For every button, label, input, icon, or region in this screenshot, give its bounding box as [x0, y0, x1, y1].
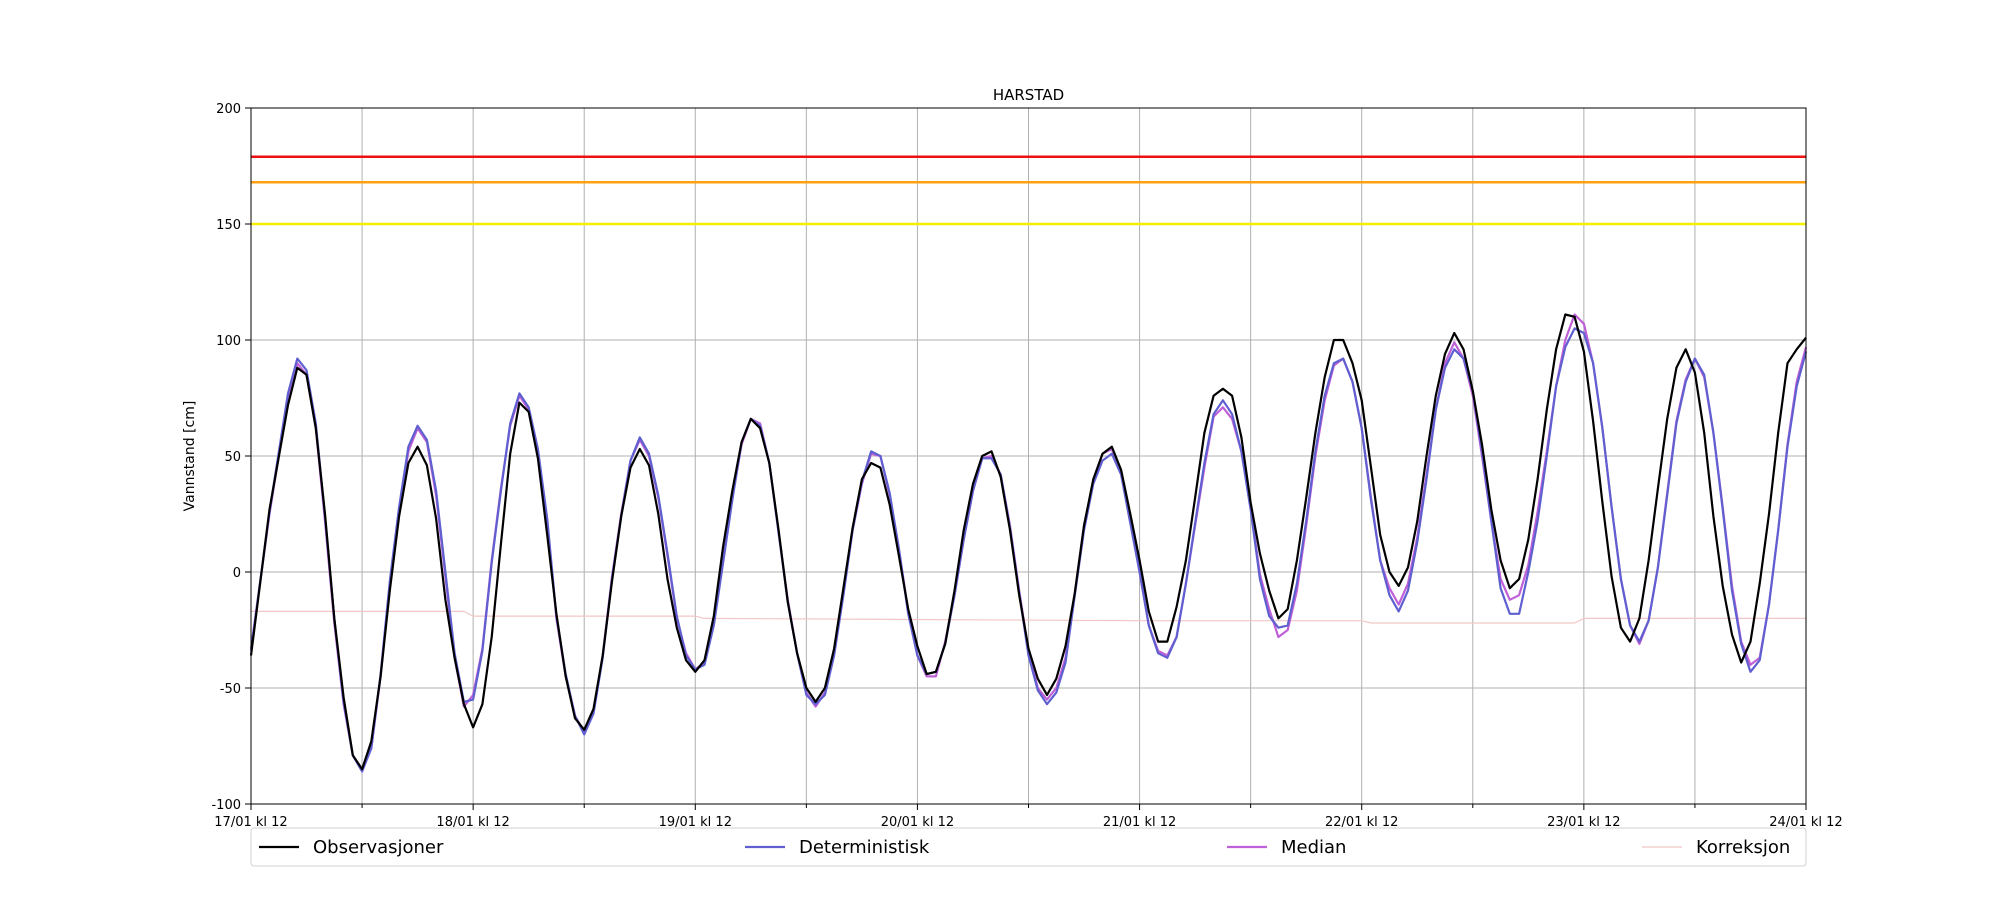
legend-frame — [250, 827, 1807, 867]
y-axis-label: Vannstand [cm] — [182, 401, 198, 512]
series-layer — [249, 313, 1808, 773]
tick-layer: -100 -50 0 50 100 150 200 17/01 kl 12 18/01 kl 1… — [211, 102, 1842, 830]
series-line-observasjoner — [249, 313, 1807, 771]
y-tick-label: 200 — [216, 102, 241, 117]
legend-label-korreksjon: Korreksjon — [1696, 837, 1790, 858]
series-line-deterministisk — [249, 327, 1808, 773]
legend-label-median: Median — [1281, 837, 1346, 858]
legend-label-deterministisk: Deterministisk — [799, 837, 930, 858]
y-tick-label: -50 — [220, 682, 241, 697]
x-tick-label: 19/01 kl 12 — [659, 815, 732, 830]
x-tick-label: 24/01 kl 12 — [1769, 815, 1842, 830]
y-tick-label: 0 — [233, 566, 241, 581]
x-tick-label: 22/01 kl 12 — [1325, 815, 1398, 830]
x-tick-label: 17/01 kl 12 — [214, 815, 287, 830]
threshold-layer — [251, 155, 1806, 226]
x-tick-label: 18/01 kl 12 — [436, 815, 509, 830]
legend: Observasjoner Deterministisk Median Korreks… — [250, 827, 1807, 867]
y-tick-label: -100 — [211, 798, 241, 813]
x-tick-label: 21/01 kl 12 — [1103, 815, 1176, 830]
chart-title: HARSTAD — [993, 86, 1064, 104]
x-tick-label: 23/01 kl 12 — [1547, 815, 1620, 830]
y-tick-label: 100 — [216, 334, 241, 349]
y-tick-label: 150 — [216, 218, 241, 233]
legend-label-observasjoner: Observasjoner — [313, 837, 444, 858]
x-tick-label: 20/01 kl 12 — [881, 815, 954, 830]
series-line-korreksjon — [251, 610, 1806, 624]
y-tick-label: 50 — [224, 450, 241, 465]
